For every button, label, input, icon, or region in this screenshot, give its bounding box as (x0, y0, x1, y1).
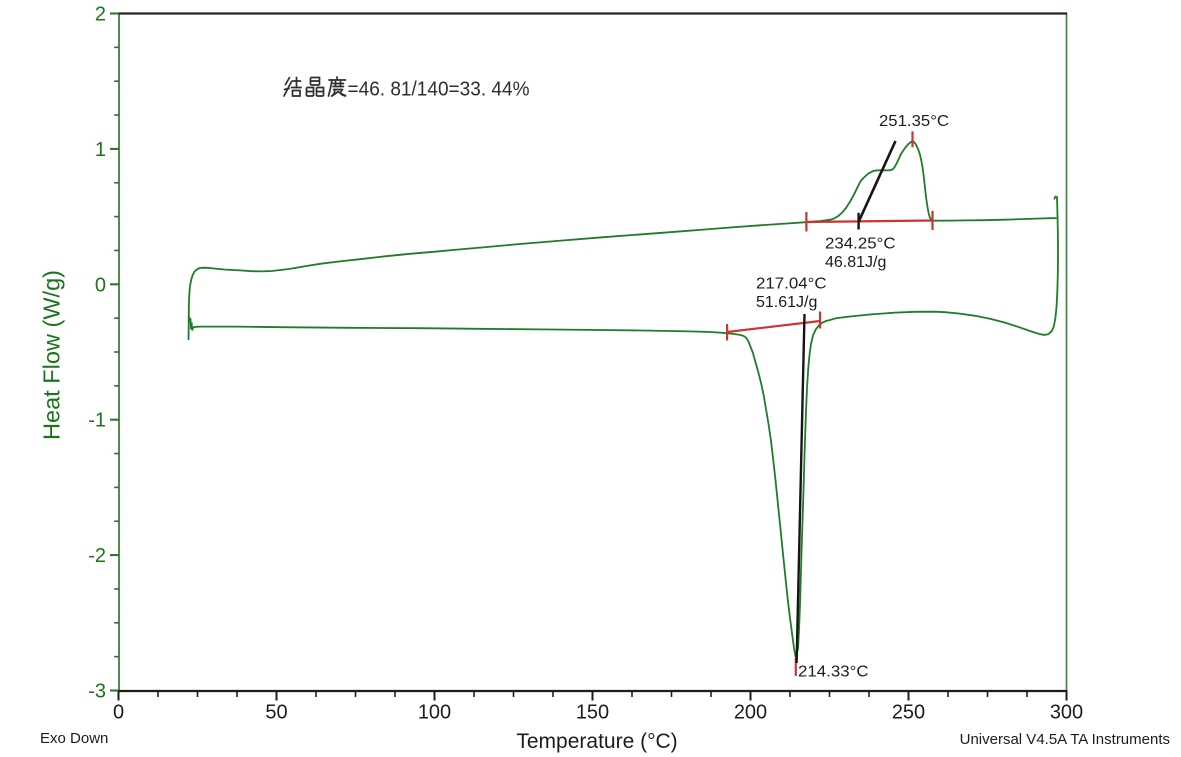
svg-text:-3: -3 (88, 681, 106, 703)
svg-text:Temperature (°C): Temperature (°C) (516, 730, 677, 753)
svg-text:0: 0 (113, 702, 124, 724)
svg-text:300: 300 (1050, 702, 1083, 724)
svg-text:-1: -1 (88, 410, 106, 432)
svg-text:1: 1 (95, 139, 106, 161)
svg-text:46.81J/g: 46.81J/g (825, 254, 886, 271)
svg-text:234.25°C: 234.25°C (825, 236, 896, 253)
svg-text:0: 0 (95, 274, 106, 296)
svg-text:Heat Flow (W/g): Heat Flow (W/g) (39, 270, 65, 440)
svg-text:Universal V4.5A TA Instruments: Universal V4.5A TA Instruments (960, 731, 1170, 748)
svg-text:217.04°C: 217.04°C (756, 276, 827, 293)
svg-text:2: 2 (95, 4, 106, 26)
svg-text:100: 100 (418, 702, 451, 724)
svg-text:250: 250 (892, 702, 925, 724)
svg-text:251.35°C: 251.35°C (879, 113, 949, 130)
svg-text:Exo Down: Exo Down (40, 730, 108, 747)
svg-text:214.33°C: 214.33°C (798, 664, 869, 681)
svg-text:=46. 81/140=33. 44%: =46. 81/140=33. 44% (348, 79, 530, 101)
svg-text:-2: -2 (88, 545, 106, 567)
svg-text:50: 50 (265, 702, 287, 724)
svg-text:200: 200 (734, 702, 767, 724)
svg-text:51.61J/g: 51.61J/g (756, 294, 817, 311)
svg-text:150: 150 (576, 702, 609, 724)
